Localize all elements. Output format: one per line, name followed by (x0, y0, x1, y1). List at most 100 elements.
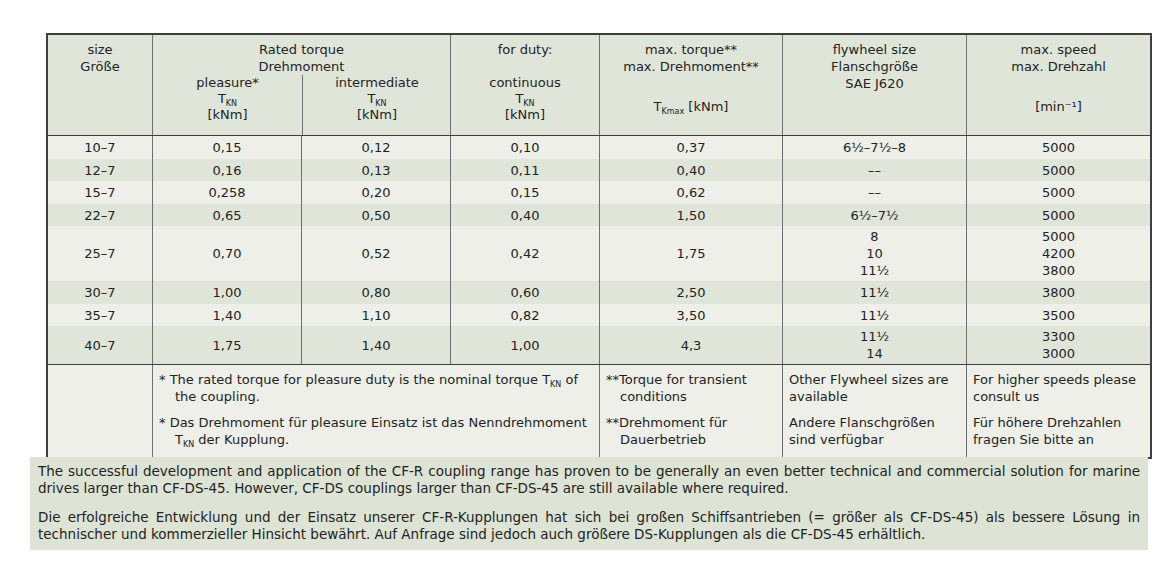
cell-size: 15–7 (48, 181, 152, 204)
header-rated-torque-en: Rated torque (153, 41, 450, 58)
cell-speed: 3800 (966, 281, 1150, 304)
header-pleasure-symbol: TKN (153, 91, 302, 107)
cell-max-torque: 1,75 (599, 226, 782, 281)
header-flywheel-title: flywheel size Flanschgröße SAE J620 (783, 35, 966, 92)
cell-speed: 3500 (966, 304, 1150, 326)
cell-flywheel: 6½–7½ (782, 204, 966, 226)
cell-speed: 5000 (966, 159, 1150, 181)
cell-intermediate: 0,12 (301, 136, 450, 159)
cell-size: 35–7 (48, 304, 152, 326)
cell-speed: 3300 3000 (966, 326, 1150, 364)
coupling-data-table: size Größe Rated torque Drehmoment pleas… (46, 33, 1152, 459)
header-flywheel: flywheel size Flanschgröße SAE J620 (782, 35, 966, 135)
header-intermediate-unit: [kNm] (303, 107, 451, 123)
header-intermediate-label: intermediate (303, 75, 451, 91)
footnote-empty-cell (48, 365, 152, 461)
header-continuous-label: continuous (451, 75, 599, 91)
cell-speed: 5000 (966, 136, 1150, 159)
footnote-rated-de: * Das Drehmoment für pleasure Einsatz is… (159, 414, 593, 448)
cell-intermediate: 0,13 (301, 159, 450, 181)
cell-pleasure: 1,40 (152, 304, 301, 326)
header-size-de: Größe (48, 58, 152, 75)
header-max-speed-en: max. speed (967, 41, 1150, 58)
cell-intermediate: 0,50 (301, 204, 450, 226)
footnote-max-torque-en: **Torque for transient conditions (606, 371, 776, 405)
table-row: 10–7 0,15 0,12 0,10 0,37 6½–7½–8 5000 (48, 136, 1150, 159)
cell-max-torque: 0,37 (599, 136, 782, 159)
cell-intermediate: 0,52 (301, 226, 450, 281)
footnote-rated-en: * The rated torque for pleasure duty is … (159, 371, 593, 405)
header-max-torque-de: max. Drehmoment** (600, 58, 782, 75)
header-flywheel-en: flywheel size (783, 41, 966, 58)
footnote-max-torque-de: **Drehmoment für Dauerbetrieb (606, 414, 776, 448)
footnote-flywheel: Other Flywheel sizes are available Ander… (782, 365, 966, 461)
cell-intermediate: 0,80 (301, 281, 450, 304)
cell-flywheel: 11½ (782, 304, 966, 326)
cell-continuous: 0,15 (450, 181, 599, 204)
table-row: 35–7 1,40 1,10 0,82 3,50 11½ 3500 (48, 304, 1150, 326)
cell-max-torque: 4,3 (599, 326, 782, 364)
header-max-torque-symbol: TKmax [kNm] (600, 99, 782, 115)
header-max-torque: max. torque** max. Drehmoment** TKmax [k… (599, 35, 782, 135)
table-row: 30–7 1,00 0,80 0,60 2,50 11½ 3800 (48, 281, 1150, 304)
table-body: 10–7 0,15 0,12 0,10 0,37 6½–7½–8 5000 12… (48, 136, 1150, 364)
cell-flywheel: 11½ (782, 281, 966, 304)
header-flywheel-de: Flanschgröße (783, 58, 966, 75)
cell-continuous: 0,42 (450, 226, 599, 281)
cell-intermediate: 1,10 (301, 304, 450, 326)
cell-intermediate: 0,20 (301, 181, 450, 204)
table-row: 25–7 0,70 0,52 0,42 1,75 8 10 11½ 5000 4… (48, 226, 1150, 281)
header-size-en: size (48, 41, 152, 58)
cell-pleasure: 0,65 (152, 204, 301, 226)
cell-size: 30–7 (48, 281, 152, 304)
cell-continuous: 1,00 (450, 326, 599, 364)
header-rated-torque: Rated torque Drehmoment pleasure* TKN [k… (152, 35, 450, 135)
footnote-speed-de: Für höhere Drehzahlen fragen Sie bitte a… (973, 414, 1144, 448)
header-max-speed: max. speed max. Drehzahl [min⁻¹] (966, 35, 1150, 135)
cell-continuous: 0,60 (450, 281, 599, 304)
cell-pleasure: 0,15 (152, 136, 301, 159)
cell-continuous: 0,40 (450, 204, 599, 226)
cell-pleasure: 0,70 (152, 226, 301, 281)
header-pleasure-label: pleasure* (153, 75, 302, 91)
cell-size: 10–7 (48, 136, 152, 159)
header-intermediate: intermediate TKN [kNm] (302, 75, 451, 135)
cell-pleasure: 1,00 (152, 281, 301, 304)
header-duty-label: for duty: (451, 35, 599, 75)
cell-speed: 5000 4200 3800 (966, 226, 1150, 281)
cell-size: 25–7 (48, 226, 152, 281)
header-size: size Größe (48, 35, 152, 135)
table-row: 15–7 0,258 0,20 0,15 0,62 –– 5000 (48, 181, 1150, 204)
header-intermediate-symbol: TKN (303, 91, 451, 107)
cell-flywheel: 6½–7½–8 (782, 136, 966, 159)
header-duty: for duty: continuous TKN [kNm] (450, 35, 599, 135)
cell-flywheel: 11½ 14 (782, 326, 966, 364)
footnote-flywheel-de: Andere Flanschgrößen sind verfügbar (789, 414, 960, 448)
cell-size: 12–7 (48, 159, 152, 181)
cell-speed: 5000 (966, 204, 1150, 226)
cell-flywheel: 8 10 11½ (782, 226, 966, 281)
cell-intermediate: 1,40 (301, 326, 450, 364)
header-rated-torque-subcolumns: pleasure* TKN [kNm] intermediate TKN [kN… (153, 75, 450, 135)
cell-speed: 5000 (966, 181, 1150, 204)
header-max-speed-title: max. speed max. Drehzahl (967, 35, 1150, 75)
cell-flywheel: –– (782, 181, 966, 204)
cell-max-torque: 0,40 (599, 159, 782, 181)
header-max-torque-en: max. torque** (600, 41, 782, 58)
cell-max-torque: 0,62 (599, 181, 782, 204)
header-continuous: continuous TKN [kNm] (451, 75, 599, 123)
cell-continuous: 0,82 (450, 304, 599, 326)
header-rated-torque-title: Rated torque Drehmoment (153, 35, 450, 75)
cell-continuous: 0,11 (450, 159, 599, 181)
cell-size: 22–7 (48, 204, 152, 226)
cell-pleasure: 0,258 (152, 181, 301, 204)
table-row: 12–7 0,16 0,13 0,11 0,40 –– 5000 (48, 159, 1150, 181)
footnotes-row: * The rated torque for pleasure duty is … (48, 364, 1150, 457)
footnote-flywheel-en: Other Flywheel sizes are available (789, 371, 960, 405)
cell-max-torque: 3,50 (599, 304, 782, 326)
paragraph-german: Die erfolgreiche Entwicklung und der Ein… (38, 509, 1140, 543)
header-flywheel-standard: SAE J620 (783, 75, 966, 92)
cell-pleasure: 0,16 (152, 159, 301, 181)
footnote-rated-torque: * The rated torque for pleasure duty is … (152, 365, 599, 461)
header-max-torque-title: max. torque** max. Drehmoment** (600, 35, 782, 75)
